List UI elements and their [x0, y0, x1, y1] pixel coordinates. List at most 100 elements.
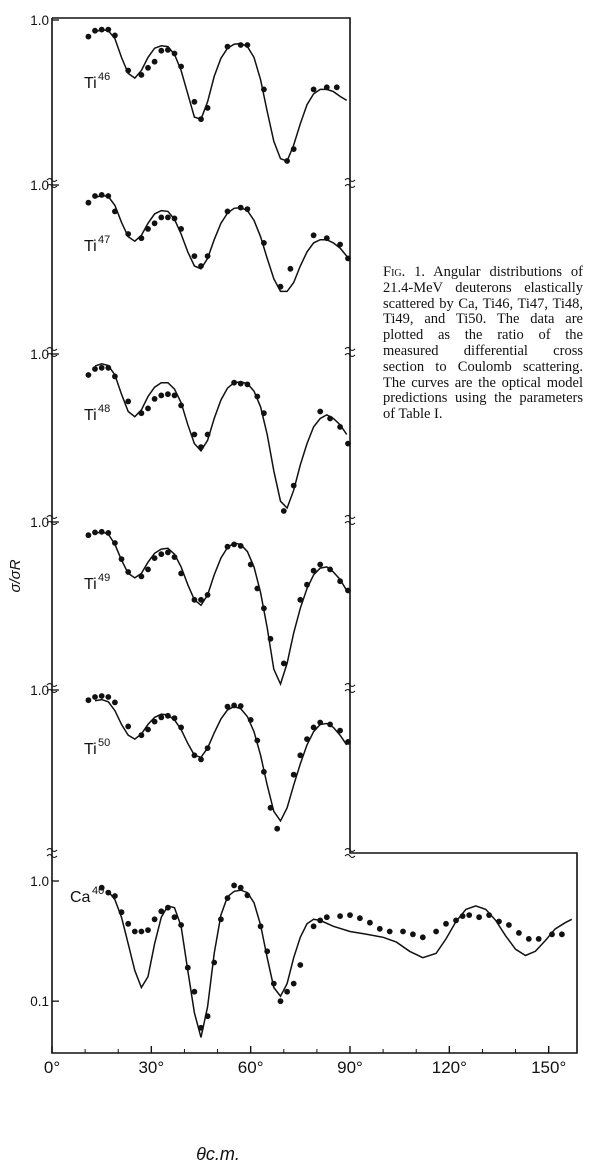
- data-point: [247, 717, 254, 723]
- data-point: [204, 253, 211, 259]
- data-point: [237, 703, 244, 709]
- data-point: [204, 431, 211, 438]
- data-point: [85, 33, 92, 40]
- data-point: [105, 530, 112, 536]
- data-point: [254, 585, 261, 592]
- data-point: [112, 373, 118, 380]
- data-point: [191, 98, 198, 105]
- data-point: [198, 116, 204, 123]
- data-point: [317, 408, 324, 415]
- data-point: [204, 745, 211, 751]
- data-point: [310, 567, 317, 574]
- data-point: [158, 714, 165, 721]
- nucleus-mass-label: 46: [98, 71, 110, 83]
- data-point: [151, 718, 158, 725]
- nucleus-label: Ti: [84, 576, 97, 593]
- data-point: [400, 928, 406, 935]
- axis-break-mark: [344, 514, 356, 526]
- data-point: [284, 158, 290, 164]
- data-point: [559, 931, 565, 938]
- data-point: [138, 235, 145, 242]
- data-point: [419, 934, 426, 941]
- data-point: [151, 916, 158, 923]
- data-point: [231, 882, 238, 889]
- axis-break-mark: [344, 847, 356, 859]
- data-point: [145, 566, 151, 573]
- data-point: [165, 391, 171, 398]
- data-point: [171, 392, 178, 399]
- data-point: [516, 930, 522, 936]
- data-point: [244, 206, 251, 213]
- model-curve: [94, 194, 348, 293]
- panel-Ti49: 1.0 Ti 49: [30, 514, 356, 687]
- data-point: [453, 917, 459, 924]
- data-point: [112, 893, 118, 899]
- axis-break-mark: [46, 514, 58, 526]
- data-point: [112, 699, 118, 706]
- data-point: [277, 283, 284, 290]
- axis-break-mark: [46, 847, 58, 859]
- data-point: [310, 724, 317, 731]
- data-point: [224, 543, 231, 550]
- data-point: [178, 724, 185, 731]
- data-point: [257, 923, 264, 930]
- data-point: [98, 528, 105, 535]
- data-point: [98, 884, 105, 891]
- axis-break-mark: [46, 346, 58, 358]
- data-point: [211, 959, 218, 966]
- x-tick-label: 0°: [44, 1058, 60, 1077]
- data-point: [337, 913, 343, 919]
- data-point: [261, 605, 267, 612]
- x-tick-label: 60°: [238, 1058, 264, 1077]
- y-tick-label-top: 1.0: [30, 178, 49, 193]
- axis-break-mark: [46, 682, 58, 694]
- x-axis-ticks: 0° 30° 60° 90° 120° 150°: [44, 1046, 566, 1077]
- data-point: [184, 964, 191, 971]
- data-point: [237, 543, 244, 549]
- data-point: [327, 721, 333, 728]
- data-point: [204, 105, 211, 111]
- data-point: [254, 737, 261, 744]
- nucleus-mass-label: 40: [92, 885, 104, 897]
- data-point: [112, 208, 118, 215]
- data-point: [244, 381, 251, 388]
- data-point: [261, 410, 267, 417]
- data-point: [323, 235, 330, 242]
- x-tick-label: 90°: [337, 1058, 363, 1077]
- data-point: [112, 32, 118, 39]
- data-point: [310, 923, 317, 930]
- figure-caption-label: Fig. 1.: [383, 264, 426, 280]
- data-point: [151, 58, 158, 65]
- data-point: [376, 925, 383, 932]
- data-point: [125, 920, 132, 927]
- data-point: [92, 694, 98, 700]
- data-point: [125, 569, 132, 575]
- data-point: [224, 703, 231, 710]
- data-point: [125, 67, 132, 74]
- data-point: [198, 756, 204, 763]
- data-point: [131, 928, 138, 935]
- data-point: [178, 402, 185, 409]
- data-point: [85, 372, 92, 378]
- data-point: [459, 913, 466, 919]
- data-point: [224, 208, 231, 215]
- data-point: [323, 84, 330, 91]
- panel-Ti50: 1.0 Ti 50: [30, 682, 356, 832]
- data-point: [284, 988, 290, 995]
- data-point: [165, 712, 171, 719]
- data-point: [145, 927, 151, 933]
- data-point: [345, 255, 351, 262]
- data-point: [277, 998, 284, 1005]
- data-point: [261, 768, 267, 775]
- y-tick-label-top: 1.0: [30, 347, 49, 362]
- data-point: [191, 431, 198, 438]
- data-point: [237, 204, 244, 211]
- data-point: [145, 405, 151, 412]
- data-point: [280, 660, 287, 667]
- data-point: [297, 962, 304, 968]
- data-point: [267, 635, 274, 642]
- data-point: [92, 529, 98, 536]
- data-point: [367, 919, 373, 926]
- data-point: [247, 561, 254, 568]
